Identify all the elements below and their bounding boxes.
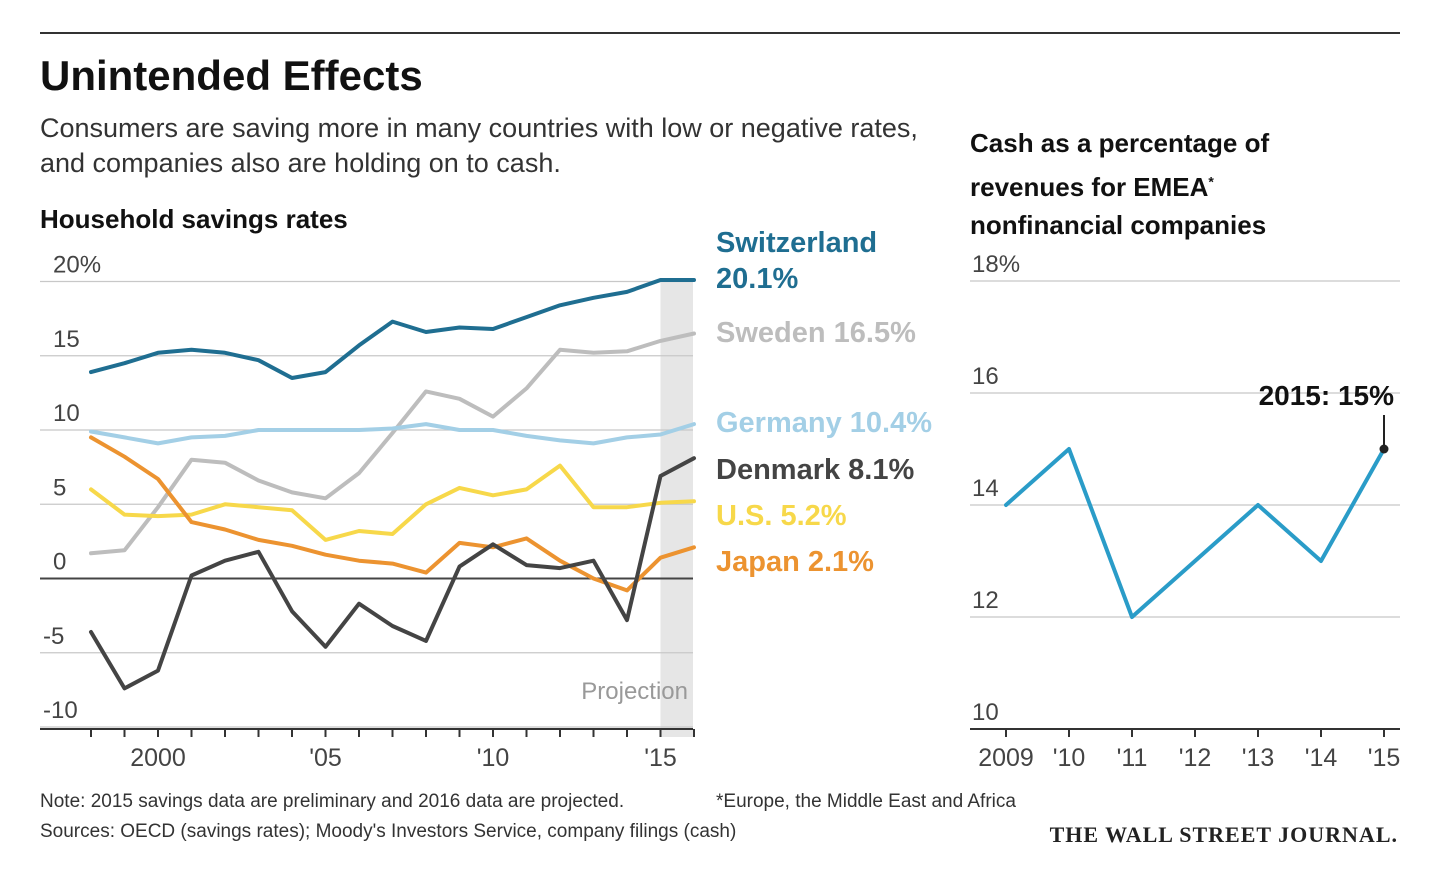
cash-chart-title-text: Cash as a percentage of revenues for EME… xyxy=(970,128,1270,240)
page-title: Unintended Effects xyxy=(40,52,423,99)
annotation-label: 2015: 15% xyxy=(1259,380,1395,411)
x-tick-label: '15 xyxy=(644,744,677,772)
series-line-us xyxy=(89,463,696,542)
series-label-switzerland: Switzerland xyxy=(716,227,877,259)
title-asterisk: * xyxy=(1208,173,1214,189)
sources-text: Sources: OECD (savings rates); Moody's I… xyxy=(40,821,737,842)
x-tick-label: '14 xyxy=(1305,744,1338,772)
projection-shading xyxy=(660,281,693,737)
y-tick-label: 16 xyxy=(972,363,999,390)
x-tick-label: '10 xyxy=(1053,744,1086,772)
x-tick-label: '11 xyxy=(1117,744,1148,772)
y-tick-label: -10 xyxy=(43,697,78,724)
x-tick-label: '15 xyxy=(1368,744,1401,772)
top-rule xyxy=(40,32,1400,34)
projection-label: Projection xyxy=(581,678,688,705)
cash-chart-title: Cash as a percentage of revenues for EME… xyxy=(970,124,1370,244)
series-label-japan: Japan 2.1% xyxy=(716,546,874,578)
y-tick-label: 14 xyxy=(972,475,999,502)
series-line-japan xyxy=(89,435,696,593)
series-label-germany: Germany 10.4% xyxy=(716,407,932,439)
y-tick-label: -5 xyxy=(43,623,64,650)
page-subtitle: Consumers are saving more in many countr… xyxy=(40,113,918,178)
series-line-sweden xyxy=(89,331,696,556)
series-label-sweden: Sweden 16.5% xyxy=(716,317,916,349)
cash-line xyxy=(1004,447,1386,619)
annotation-point xyxy=(1379,444,1389,454)
y-tick-label: 10 xyxy=(972,699,999,726)
y-tick-label: 10 xyxy=(53,400,80,427)
y-tick-label: 18% xyxy=(972,251,1020,278)
x-tick-label: 2000 xyxy=(130,744,186,772)
x-tick-label: '10 xyxy=(477,744,510,772)
y-tick-label: 15 xyxy=(53,326,80,353)
note-text: Note: 2015 savings data are preliminary … xyxy=(40,791,625,812)
y-tick-label: 0 xyxy=(53,549,66,576)
series-label-us: U.S. 5.2% xyxy=(716,500,847,532)
series-line-germany xyxy=(89,422,696,446)
x-tick-label: '13 xyxy=(1242,744,1275,772)
y-tick-label: 5 xyxy=(53,474,66,501)
y-tick-label: 20% xyxy=(53,252,101,279)
series-value-switzerland: 20.1% xyxy=(716,263,798,295)
series-label-denmark: Denmark 8.1% xyxy=(716,454,914,486)
x-tick-label: '12 xyxy=(1179,744,1212,772)
y-tick-label: 12 xyxy=(972,587,999,614)
x-tick-label: '05 xyxy=(309,744,342,772)
cash-revenue-chart: 10 12 14 16 18% 2009 '10 '11 '12 '13 '14 '15 2015: 1… xyxy=(970,251,1400,772)
series-line-denmark xyxy=(89,456,696,691)
savings-rates-chart: Projection -10 -5 0 5 10 15 20% 2000 '05 '10 '15 Swi… xyxy=(40,227,932,772)
savings-chart-title: Household savings rates xyxy=(40,204,348,234)
footnote-text: *Europe, the Middle East and Africa xyxy=(716,791,1016,812)
series-line-switzerland xyxy=(89,278,696,380)
x-tick-label: 2009 xyxy=(978,744,1034,772)
wsj-logo: THE WALL STREET JOURNAL. xyxy=(1049,822,1398,847)
